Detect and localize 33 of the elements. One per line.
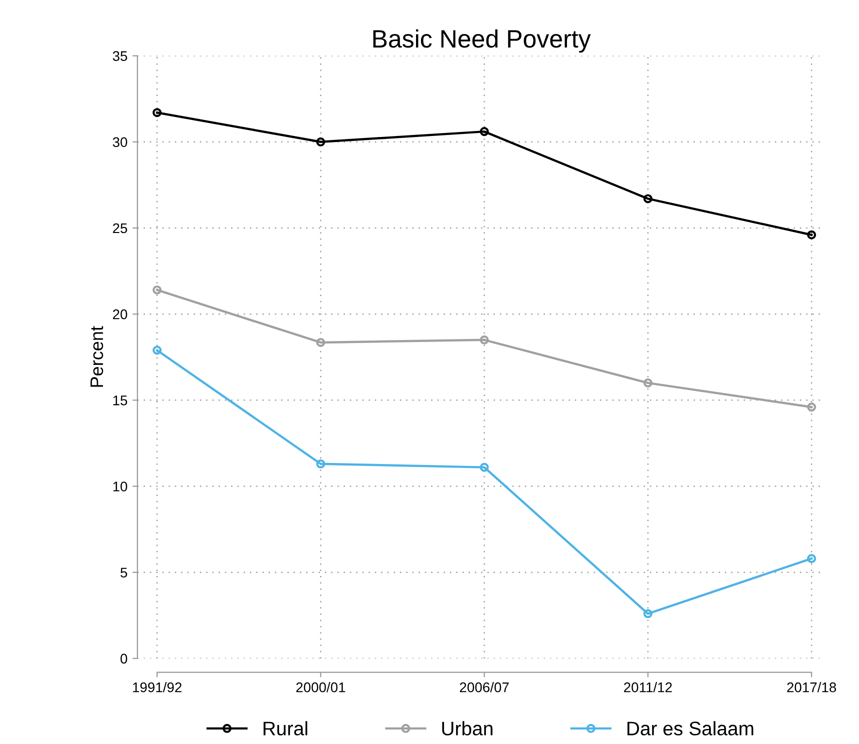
y-axis-title: Percent [90,326,104,387]
x-tick-label: 2011/12 [624,682,672,692]
point [152,285,162,294]
y-tick-label: 5 [120,568,128,578]
legend-label: Urban [442,721,492,736]
point [643,194,652,204]
point [643,378,652,388]
point [807,230,816,240]
point [152,346,162,355]
y-tick-label: 0 [120,654,128,664]
y-tick-label: 35 [112,51,128,61]
x-tick-label: 1991/92 [133,682,182,692]
chart-title: Basic Need Poverty [373,29,591,53]
x-tick-label: 2006/07 [460,682,509,692]
y-tick-label: 25 [112,223,128,234]
point [316,459,326,468]
point [316,137,326,146]
point [152,108,162,118]
legend-label: Rural [264,721,308,736]
point [480,127,489,136]
point [480,462,489,472]
legend-label: Dar es Salaam [627,721,754,736]
point [807,554,816,564]
point [643,609,652,618]
y-tick-label: 20 [112,309,128,320]
point [316,338,326,347]
x-tick-label: 2017/18 [787,682,836,692]
y-tick-label: 15 [113,396,128,406]
x-tick-label: 2000/01 [296,682,346,692]
point [807,402,816,412]
y-tick-label: 10 [113,482,128,492]
y-tick-label: 30 [112,137,128,148]
point [480,335,489,344]
